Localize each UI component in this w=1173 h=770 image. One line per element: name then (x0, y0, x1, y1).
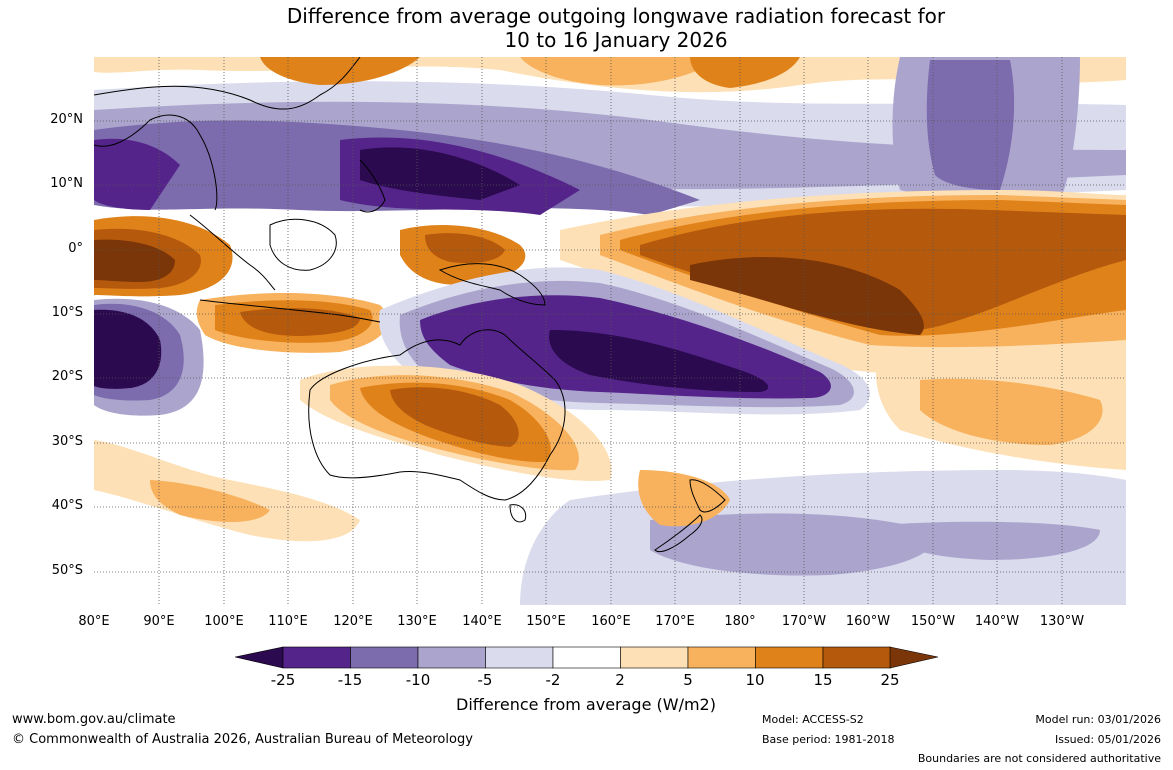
borneo-coastline (269, 218, 337, 271)
model-name: Model: ACCESS-S2 (762, 713, 864, 726)
australia-coastline (308, 329, 566, 501)
lon-label: 80°E (78, 614, 110, 629)
website-link[interactable]: www.bom.gov.au/climate (12, 712, 176, 727)
model-run-date: Model run: 03/01/2026 (1035, 713, 1161, 726)
colorbar-tick: -15 (337, 671, 363, 689)
colorbar-segment (822, 646, 891, 669)
colorbar-segment (620, 646, 689, 669)
lat-label: 20°N (50, 112, 83, 127)
colorbar-tick: -5 (477, 671, 493, 689)
colorbar-tick: -2 (545, 671, 561, 689)
colorbar-tick: -25 (270, 671, 296, 689)
colorbar-tick: 2 (615, 671, 625, 689)
map-title-line2: 10 to 16 January 2026 (504, 28, 728, 52)
lat-label: 50°S (51, 563, 83, 578)
lon-label: 140°W (974, 614, 1020, 629)
issued-date: Issued: 05/01/2026 (1054, 733, 1161, 746)
anomaly-fill (94, 57, 1126, 605)
map-title-line1: Difference from average outgoing longwav… (286, 4, 946, 28)
lon-label: 160°E (591, 614, 631, 629)
lon-label: 170°E (655, 614, 695, 629)
lon-label: 170°W (781, 614, 827, 629)
lon-label: 140°E (462, 614, 502, 629)
colorbar-segment (417, 646, 486, 669)
lon-label: 180° (724, 614, 756, 629)
colorbar-label: Difference from average (W/m2) (456, 695, 716, 714)
lon-label: 150°E (526, 614, 566, 629)
lon-label: 150°W (910, 614, 956, 629)
tasmania-coastline (509, 504, 527, 523)
lat-label: 10°S (51, 305, 83, 320)
lat-label: 40°S (51, 498, 83, 513)
lon-label: 130°W (1039, 614, 1085, 629)
colorbar-min-arrow (234, 646, 284, 669)
colorbar (234, 646, 939, 669)
colorbar-tick: -10 (405, 671, 431, 689)
china-coastline (94, 57, 361, 110)
lat-label: 30°S (51, 434, 83, 449)
lon-label: 160°W (845, 614, 891, 629)
coastlines (94, 57, 726, 553)
colorbar-segment (282, 646, 351, 669)
colorbar-segment (552, 646, 621, 669)
colorbar-tick: 15 (813, 671, 833, 689)
lon-label: 110°E (268, 614, 308, 629)
java-coastline (199, 299, 381, 323)
colorbar-segment (687, 646, 756, 669)
graticule (94, 57, 1126, 605)
asia-mainland-coastline (94, 114, 218, 211)
colorbar-tick: 25 (880, 671, 900, 689)
colorbar-segment (485, 646, 554, 669)
new-guinea-coastline (438, 263, 546, 306)
lat-label: 20°S (51, 369, 83, 384)
lon-label: 120°E (333, 614, 373, 629)
colorbar-max-arrow (889, 646, 939, 669)
lat-label: 0° (68, 241, 83, 256)
philippines-coastline (359, 159, 386, 213)
lat-label: 10°N (50, 176, 83, 191)
colorbar-segment (350, 646, 419, 669)
sumatra-coastline (189, 214, 276, 291)
lon-label: 100°E (204, 614, 244, 629)
base-period: Base period: 1981-2018 (762, 733, 895, 746)
boundaries-disclaimer: Boundaries are not considered authoritat… (917, 752, 1161, 765)
lon-label: 90°E (143, 614, 175, 629)
copyright-text: © Commonwealth of Australia 2026, Austra… (12, 732, 473, 747)
new-zealand-coastline (654, 479, 726, 553)
colorbar-tick: 5 (683, 671, 693, 689)
colorbar-segment (755, 646, 824, 669)
colorbar-tick: 10 (745, 671, 765, 689)
lon-label: 130°E (397, 614, 437, 629)
